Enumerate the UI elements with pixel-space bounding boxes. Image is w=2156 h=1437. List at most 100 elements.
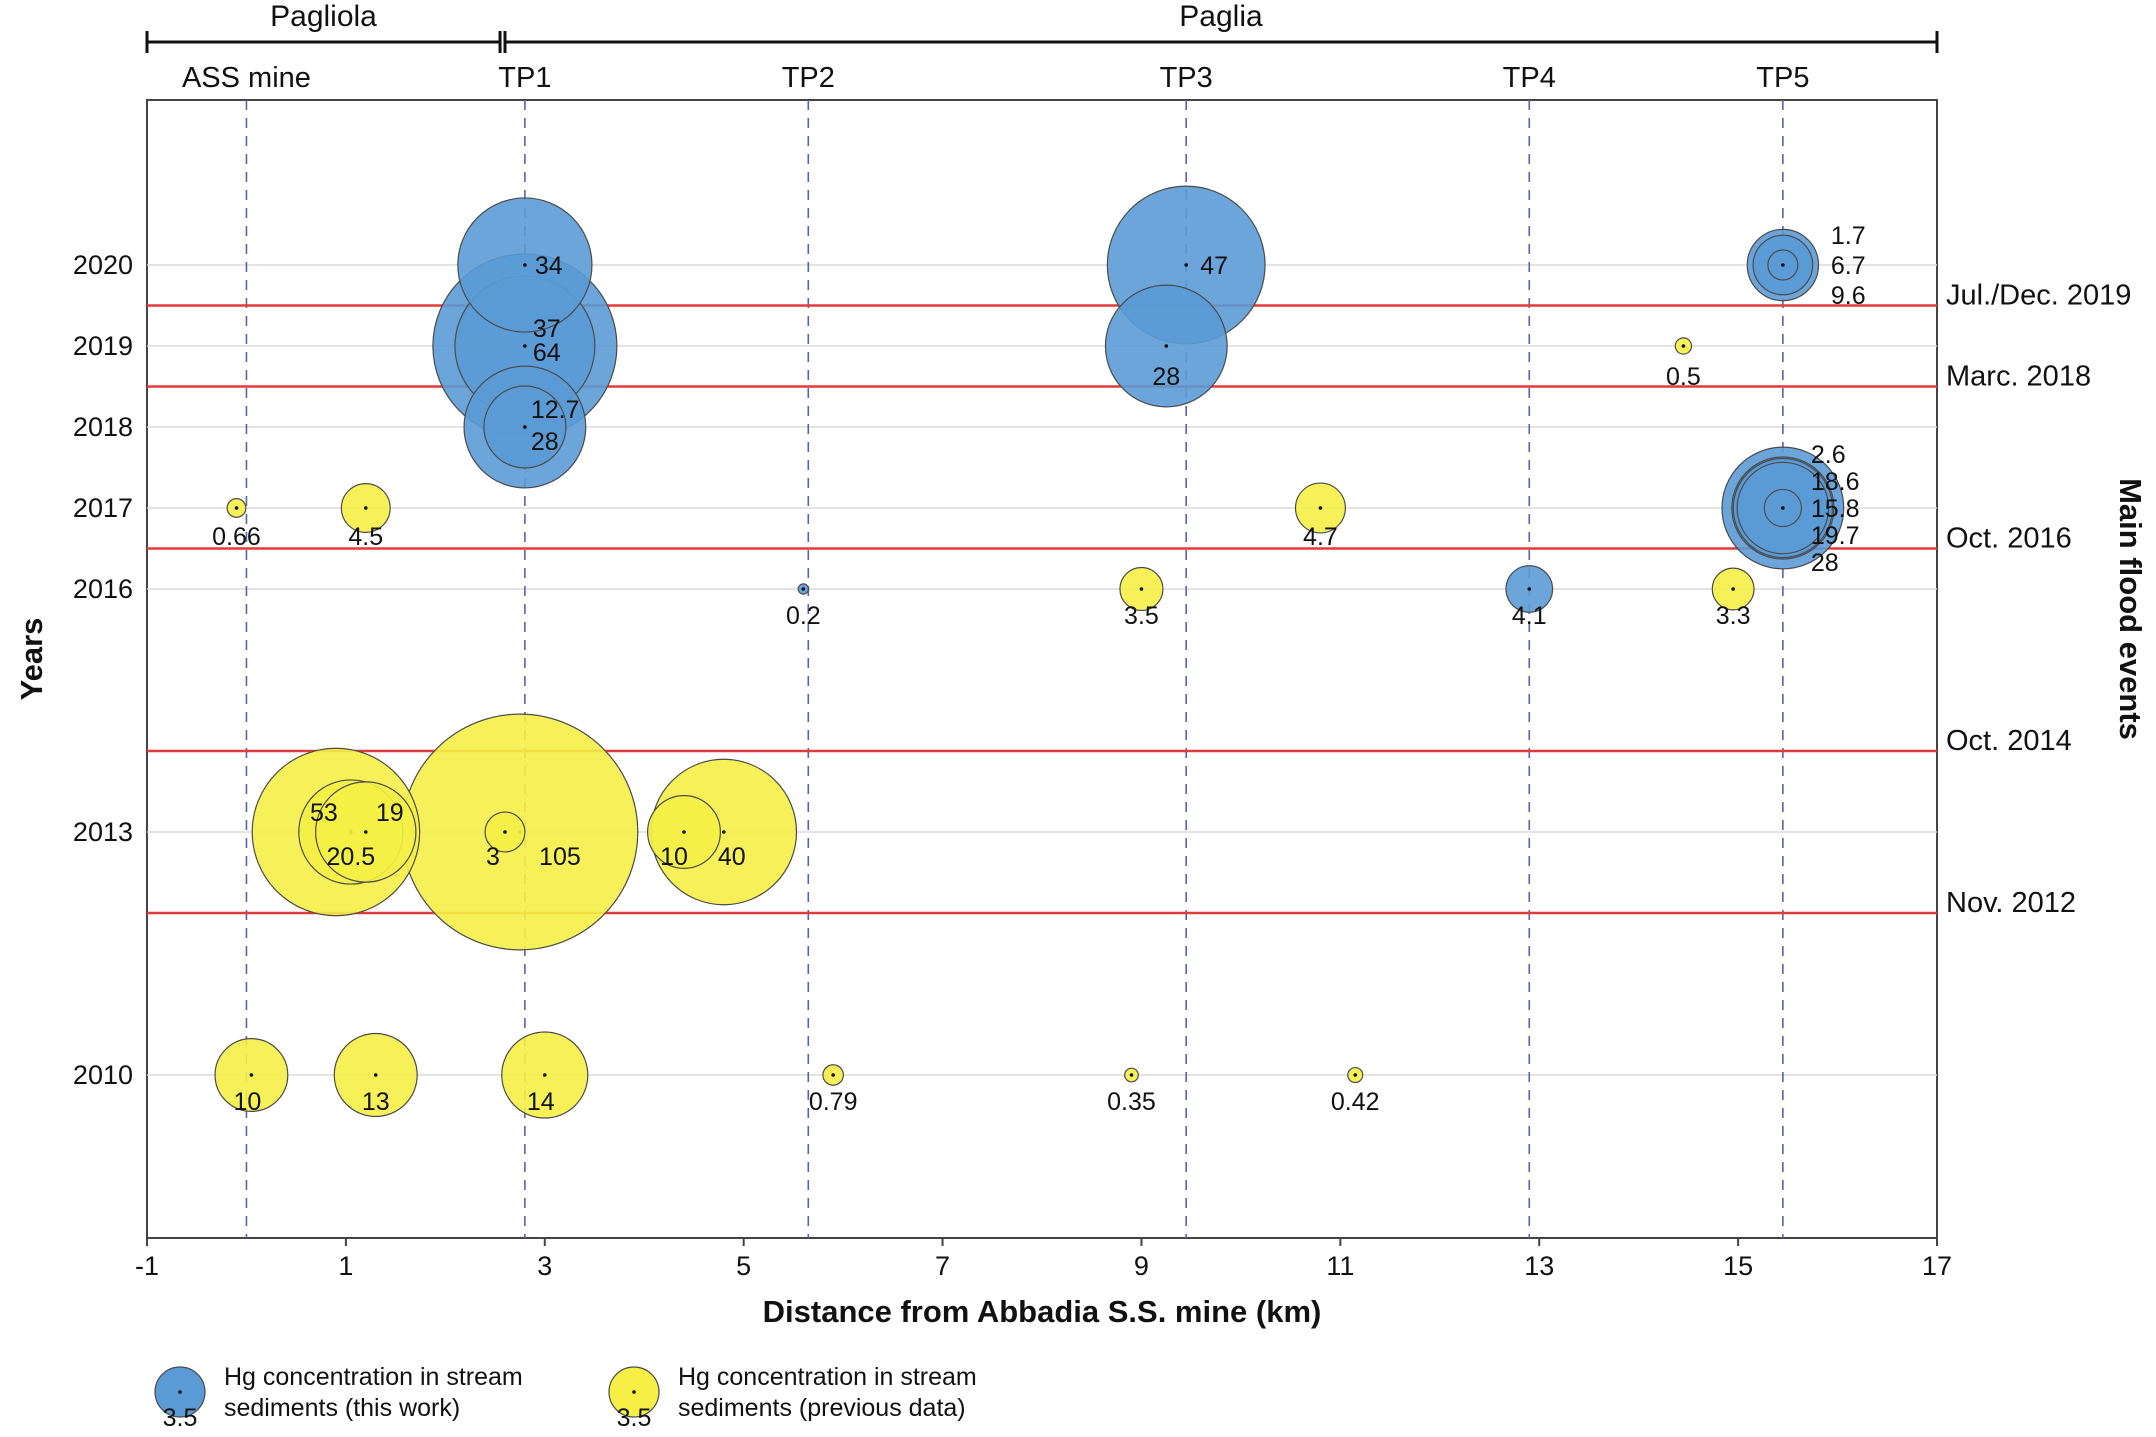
bubble-center-dot <box>1353 1073 1358 1077</box>
bubble-value-label: 10 <box>234 1088 262 1116</box>
bubbles <box>214 185 1845 1119</box>
section-brackets: ASS mine TP1 TP2 TP3 TP4 TP5 Pagliola Paglia <box>145 0 1939 94</box>
bubble-center-dot <box>1781 506 1785 510</box>
bubble-value-label: 4.1 <box>1512 602 1547 630</box>
bubble-value-label: 3.3 <box>1716 602 1751 630</box>
bubble-value-label: 105 <box>539 843 581 871</box>
legend-bubble-center-dot <box>632 1390 636 1394</box>
x-tick-label: -1 <box>135 1251 159 1281</box>
bubble-value-label: 0.2 <box>786 602 821 630</box>
bubble-value-label: 0.79 <box>809 1088 858 1116</box>
x-tick-label: 9 <box>1134 1251 1149 1281</box>
bubble-value-label: 1.7 <box>1831 222 1866 250</box>
bubble-center-dot <box>542 1073 547 1077</box>
x-tick-label: 3 <box>537 1251 552 1281</box>
bubble-center-dot <box>363 506 368 510</box>
bubble-value-label: 2.6 <box>1811 441 1846 469</box>
bubble-value-label: 0.66 <box>212 523 261 551</box>
x-tick-label: 5 <box>736 1251 751 1281</box>
bubble-labels: 3464372812.747289.66.71.72819.718.615.82… <box>212 222 1865 1116</box>
site-label: ASS mine <box>182 62 311 94</box>
legend-example-value: 3.5 <box>617 1404 652 1432</box>
legend-example-value: 3.5 <box>163 1404 198 1432</box>
legend-entry-line1: Hg concentration in stream <box>678 1363 977 1391</box>
x-tick-label: 15 <box>1723 1251 1753 1281</box>
bubble-value-label: 28 <box>1152 363 1180 391</box>
bubble-center-dot <box>1318 506 1323 510</box>
flood-label: Jul./Dec. 2019 <box>1946 280 2131 312</box>
bubble-center-dot <box>373 1073 378 1077</box>
bubble-value-label: 34 <box>535 252 563 280</box>
flood-label: Oct. 2014 <box>1946 725 2072 757</box>
bubble-center-dot <box>523 344 527 348</box>
bubble-value-label: 28 <box>531 428 559 456</box>
bubble-center-dot <box>721 830 726 834</box>
bubble-value-label: 0.35 <box>1107 1088 1156 1116</box>
flood-label: Marc. 2018 <box>1946 361 2091 393</box>
bubble-value-label: 20.5 <box>327 843 376 871</box>
bubble-value-label: 14 <box>527 1088 555 1116</box>
legend-entry-line2: sediments (previous data) <box>678 1394 966 1422</box>
bubble-value-label: 10 <box>660 843 688 871</box>
bubble-value-label: 37 <box>533 315 561 343</box>
legend-bubble-center-dot <box>178 1390 182 1394</box>
site-label: TP3 <box>1160 62 1213 94</box>
bubble-value-label: 12.7 <box>531 396 580 424</box>
y-tick-label: 2017 <box>73 493 133 523</box>
bubble-value-label: 4.7 <box>1303 523 1338 551</box>
bubble-value-label: 28 <box>1811 549 1839 577</box>
site-label: TP2 <box>782 62 835 94</box>
bubble-value-label: 0.5 <box>1666 363 1701 391</box>
bubble-center-dot <box>523 263 527 267</box>
legend-entry-line1: Hg concentration in stream <box>224 1363 523 1391</box>
x-axis-title: Distance from Abbadia S.S. mine (km) <box>763 1294 1322 1329</box>
bubble-value-label: 64 <box>533 339 561 367</box>
bubble-value-label: 47 <box>1200 252 1228 280</box>
y-tick-label: 2010 <box>73 1060 133 1090</box>
x-tick-label: 13 <box>1524 1251 1554 1281</box>
bubble-center-dot <box>682 830 686 834</box>
legend: 3.5 Hg concentration in stream sediments (… <box>154 1363 977 1432</box>
section-label: Pagliola <box>270 0 377 33</box>
bubble-value-label: 19.7 <box>1811 522 1860 550</box>
x-tick-label: 7 <box>935 1251 950 1281</box>
site-label: TP4 <box>1503 62 1556 94</box>
bubble-center-dot <box>1184 263 1188 267</box>
bubble-center-dot <box>1527 587 1532 591</box>
bubble-value-label: 0.42 <box>1331 1088 1380 1116</box>
y-tick-label: 2020 <box>73 250 133 280</box>
x-tick-label: 11 <box>1326 1251 1354 1281</box>
bubble-center-dot <box>1681 344 1686 348</box>
bubble-value-label: 15.8 <box>1811 495 1860 523</box>
section-label: Paglia <box>1179 0 1263 33</box>
site-label: TP5 <box>1756 62 1809 94</box>
x-tick-label: 1 <box>338 1251 353 1281</box>
bubble-center-dot <box>1164 344 1169 348</box>
bubble-center-dot <box>1139 587 1144 591</box>
y-tick-label: 2013 <box>73 817 133 847</box>
bubble-center-dot <box>503 830 507 834</box>
bubble-center-dot <box>801 587 806 591</box>
bubble-center-dot <box>234 506 239 510</box>
plot-area <box>146 99 1938 1239</box>
bubble-value-label: 3 <box>486 843 500 871</box>
flood-label: Oct. 2016 <box>1946 523 2072 555</box>
bubble-value-label: 9.6 <box>1831 282 1866 310</box>
y-tick-label: 2016 <box>73 574 133 604</box>
bubble-value-label: 18.6 <box>1811 468 1860 496</box>
x-tick-label: 17 <box>1922 1251 1952 1281</box>
bubble-center-dot <box>1731 587 1735 591</box>
bubble-value-label: 19 <box>376 799 404 827</box>
bubble-center-dot <box>363 830 368 834</box>
y-tick-label: 2018 <box>73 412 133 442</box>
bubble-value-label: 6.7 <box>1831 252 1866 280</box>
y-axis-title: Years <box>14 618 49 701</box>
bubble-value-label: 3.5 <box>1124 602 1159 630</box>
bubble-value-label: 13 <box>362 1088 390 1116</box>
bubble-center-dot <box>1129 1073 1134 1077</box>
bubble-value-label: 53 <box>310 799 338 827</box>
bubble-value-label: 40 <box>718 843 746 871</box>
bubble-value-label: 4.5 <box>348 523 383 551</box>
